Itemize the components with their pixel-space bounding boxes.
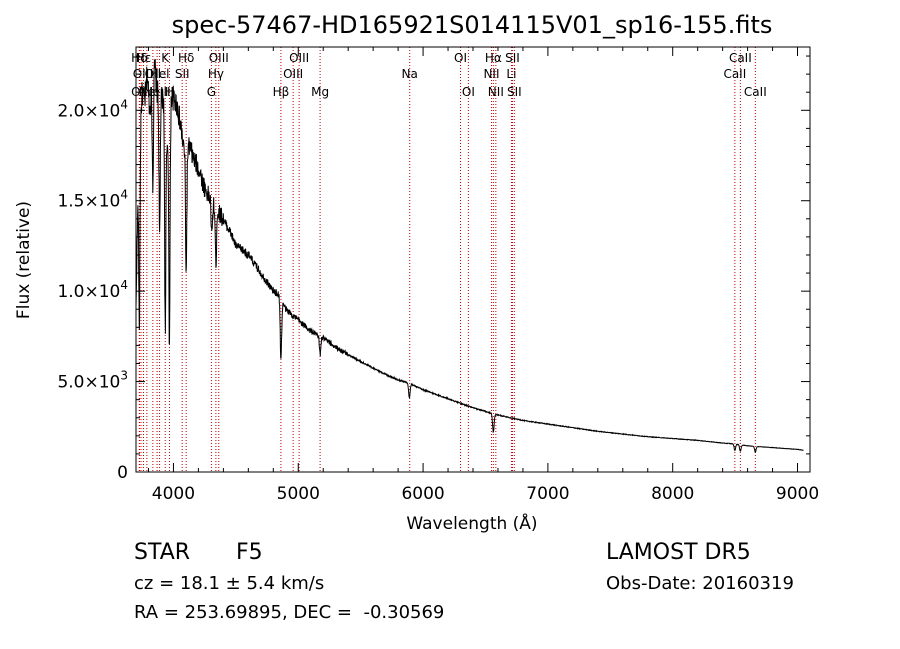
line-marker-label-14: OIII bbox=[209, 51, 229, 65]
line-marker-label-19: Na bbox=[402, 67, 418, 81]
line-marker-label-16: OIII bbox=[283, 67, 303, 81]
line-marker-label-12: G bbox=[207, 85, 216, 99]
x-axis: 4000 5000 6000 7000 8000 9000 bbox=[147, 47, 819, 504]
line-marker-label-25: Li bbox=[506, 67, 516, 81]
line-marker-label-30: CaII bbox=[744, 85, 767, 99]
line-marker-label-2: OII bbox=[133, 67, 150, 81]
line-marker-label-13: Hγ bbox=[208, 67, 224, 81]
spectrum-line bbox=[135, 58, 804, 453]
object-subclass: F5 bbox=[236, 540, 263, 565]
line-marker-label-18: Mg bbox=[311, 85, 329, 99]
line-marker-label-23: Hα bbox=[485, 51, 502, 65]
line-marker-label-27: SII bbox=[507, 85, 522, 99]
x-tick-label-1: 5000 bbox=[277, 484, 320, 504]
y-tick-label-0: 0 bbox=[117, 463, 128, 483]
line-marker-label-17: OIII bbox=[289, 51, 309, 65]
chart-title: spec-57467-HD165921S014115V01_sp16-155.f… bbox=[172, 11, 773, 39]
line-marker-label-11: Hδ bbox=[178, 51, 194, 65]
line-marker-label-7: Hel bbox=[150, 67, 170, 81]
y-tick-label-2: 1.0×104 bbox=[57, 278, 128, 302]
line-marker-label-8: K bbox=[161, 51, 170, 65]
redshift-cz: cz = 18.1 ± 5.4 km/s bbox=[134, 573, 325, 594]
observation-date: Obs-Date: 20160319 bbox=[606, 573, 794, 594]
object-class: STAR bbox=[134, 540, 191, 565]
y-tick-label-1: 5.0×103 bbox=[57, 369, 128, 393]
line-marker-label-1: Hδ bbox=[131, 51, 147, 65]
line-marker-label-20: OI bbox=[454, 51, 467, 65]
y-tick-label-3: 1.5×104 bbox=[57, 188, 128, 212]
line-marker-label-28: CaII bbox=[723, 67, 746, 81]
x-tick-label-3: 7000 bbox=[526, 484, 569, 504]
y-tick-label-4: 2.0×104 bbox=[57, 97, 128, 121]
emission-line-labels: OIIHδOIIHεNeOIINeIIIHelKHSIIHδGHγOIIIHβO… bbox=[131, 51, 767, 99]
x-tick-label-4: 8000 bbox=[651, 484, 694, 504]
coordinates: RA = 253.69895, DEC = -0.30569 bbox=[134, 602, 445, 623]
survey-name: LAMOST DR5 bbox=[606, 540, 751, 565]
line-marker-label-29: CaII bbox=[729, 51, 752, 65]
line-marker-label-10: SII bbox=[175, 67, 190, 81]
line-marker-label-26: SII bbox=[505, 51, 520, 65]
emission-line-markers bbox=[138, 47, 756, 472]
x-tick-label-2: 6000 bbox=[401, 484, 444, 504]
x-tick-label-5: 9000 bbox=[776, 484, 819, 504]
line-marker-label-21: OI bbox=[462, 85, 475, 99]
line-marker-label-22: NII bbox=[483, 67, 499, 81]
x-axis-label: Wavelength (Å) bbox=[406, 512, 537, 534]
line-marker-label-24: NII bbox=[488, 85, 504, 99]
x-tick-label-0: 4000 bbox=[152, 484, 195, 504]
y-axis: 0 5.0×103 1.0×104 1.5×104 2.0×104 bbox=[57, 55, 810, 483]
y-axis-label: Flux (relative) bbox=[14, 201, 34, 319]
line-marker-label-15: Hβ bbox=[273, 85, 290, 99]
line-marker-label-3: Hε bbox=[136, 51, 152, 65]
line-marker-label-9: H bbox=[165, 85, 174, 99]
